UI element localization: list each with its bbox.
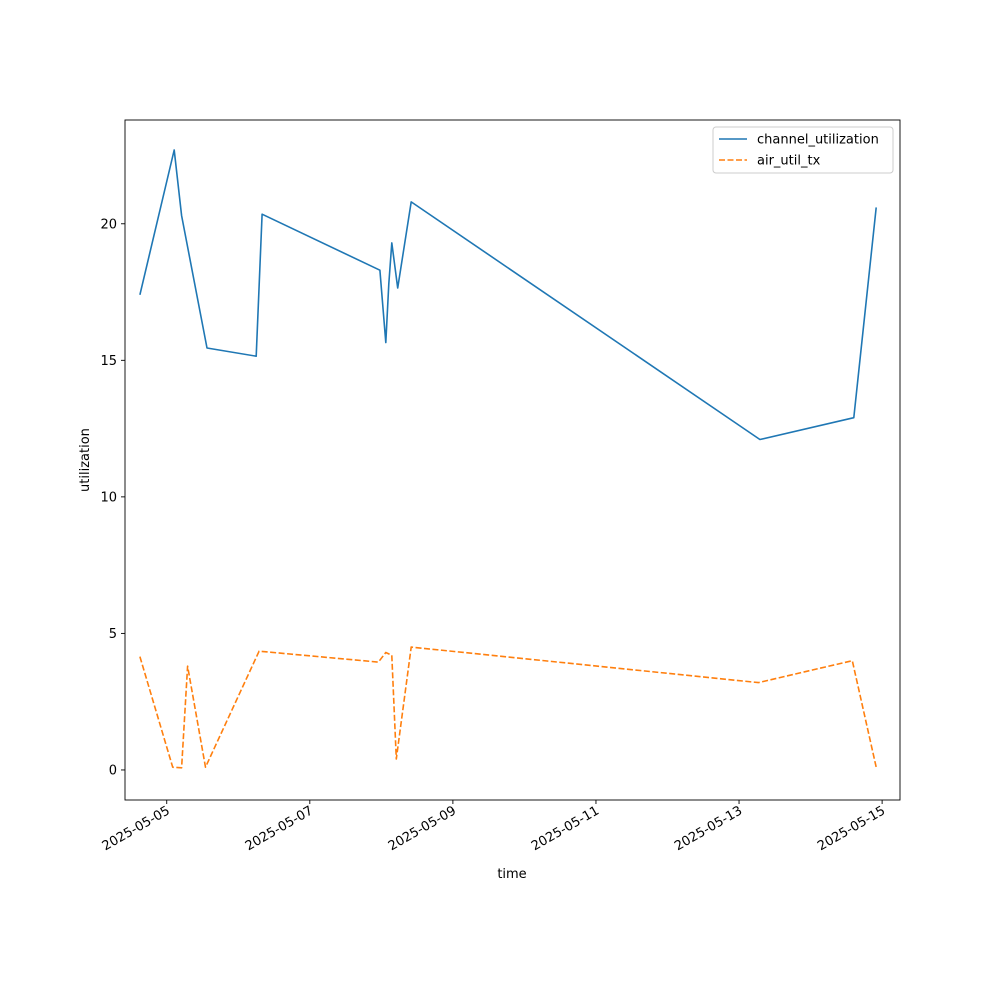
series-line-channel-utilization bbox=[139, 149, 877, 441]
x-axis-label: time bbox=[497, 867, 526, 882]
legend: channel_utilization air_util_tx bbox=[712, 126, 894, 174]
y-tick-label: 0 bbox=[109, 763, 117, 778]
axes-frame bbox=[124, 119, 901, 801]
y-tick-label: 5 bbox=[109, 627, 117, 642]
y-tick-label: 15 bbox=[100, 354, 117, 369]
legend-label-air-util-tx: air_util_tx bbox=[757, 154, 821, 169]
y-tick-label: 10 bbox=[100, 490, 117, 505]
y-axis-label: utilization bbox=[78, 428, 93, 492]
series-line-air-util-tx bbox=[139, 646, 877, 769]
legend-box bbox=[712, 126, 894, 174]
legend-label-channel-utilization: channel_utilization bbox=[757, 133, 879, 148]
y-tick-label: 20 bbox=[100, 217, 117, 232]
plot-area bbox=[139, 149, 877, 769]
